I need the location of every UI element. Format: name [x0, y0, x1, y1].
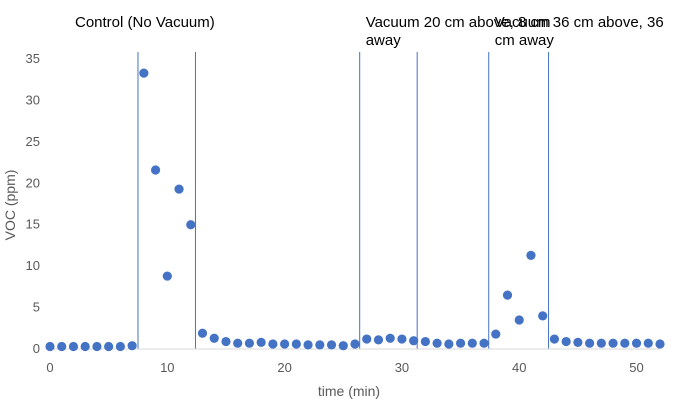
data-point — [92, 341, 102, 352]
data-point — [174, 184, 184, 194]
data-point — [57, 341, 67, 352]
x-tick-label: 20 — [277, 360, 291, 375]
y-tick-label: 25 — [26, 134, 40, 149]
data-point — [150, 165, 161, 175]
data-point — [233, 338, 243, 348]
data-point — [538, 311, 548, 321]
x-axis-title: time (min) — [318, 383, 380, 399]
data-point — [655, 339, 665, 349]
data-point — [221, 336, 231, 347]
data-point — [315, 340, 325, 350]
y-tick-label: 20 — [26, 175, 40, 190]
data-point — [68, 341, 79, 352]
data-point — [467, 338, 477, 348]
data-point — [479, 338, 489, 348]
data-point — [373, 335, 384, 345]
y-tick-label: 35 — [26, 51, 40, 66]
data-point — [139, 68, 149, 78]
data-point — [549, 334, 560, 344]
data-point — [45, 341, 55, 352]
data-point — [526, 250, 536, 260]
data-point — [186, 220, 196, 230]
data-point — [280, 339, 290, 349]
data-point — [338, 341, 348, 351]
axes-group: 0 5 10 15 20 25 30 35 0 10 20 30 40 50 — [26, 51, 660, 375]
data-point — [209, 333, 219, 343]
data-point — [573, 337, 583, 347]
annotation-label-2-1: cm away — [495, 32, 555, 49]
data-point — [244, 338, 255, 348]
data-point — [303, 340, 313, 350]
data-point — [268, 339, 278, 349]
annotation-label-1-0: Vacuum 20 cm above, 8 cm — [366, 14, 551, 31]
data-point — [80, 341, 90, 352]
y-axis-title: VOC (ppm) — [2, 170, 18, 241]
data-point — [350, 339, 360, 349]
data-point — [631, 338, 642, 348]
y-tick-label: 10 — [26, 258, 40, 273]
data-point — [197, 328, 208, 338]
vertical-lines-group — [137, 52, 550, 349]
x-tick-label: 10 — [160, 360, 174, 375]
data-point — [502, 290, 513, 300]
data-point — [585, 338, 595, 348]
data-point — [432, 338, 442, 348]
data-point — [514, 315, 524, 325]
data-point — [643, 338, 653, 348]
annotation-label-2-0: Vacuum 36 cm above, 36 — [495, 14, 664, 31]
data-point — [596, 338, 606, 348]
y-tick-label: 5 — [33, 300, 40, 315]
y-tick-label: 15 — [26, 217, 40, 232]
data-point — [104, 341, 114, 352]
data-point — [420, 336, 430, 347]
data-point — [162, 271, 172, 281]
data-point — [115, 341, 125, 352]
y-tick-label: 30 — [26, 92, 40, 107]
y-tick-label: 0 — [33, 341, 40, 356]
data-point — [409, 336, 419, 346]
data-point — [256, 337, 266, 347]
data-points-group — [45, 68, 665, 352]
data-point — [397, 334, 407, 344]
data-point — [455, 338, 466, 348]
data-point — [127, 341, 137, 351]
data-point — [291, 339, 301, 349]
annotation-label-0-0: Control (No Vacuum) — [75, 14, 215, 31]
x-tick-label: 0 — [46, 360, 53, 375]
data-point — [608, 338, 618, 348]
x-tick-label: 50 — [629, 360, 643, 375]
annotations-group: Control (No Vacuum) Vacuum 20 cm above, 8… — [75, 14, 664, 49]
annotation-label-1-1: away — [366, 32, 402, 49]
data-point — [444, 339, 454, 349]
data-point — [362, 334, 372, 344]
data-point — [620, 338, 630, 348]
x-tick-label: 30 — [395, 360, 409, 375]
data-point — [561, 336, 571, 347]
data-point — [385, 333, 395, 343]
data-point — [326, 340, 337, 350]
x-tick-label: 40 — [512, 360, 526, 375]
data-point — [491, 329, 501, 339]
